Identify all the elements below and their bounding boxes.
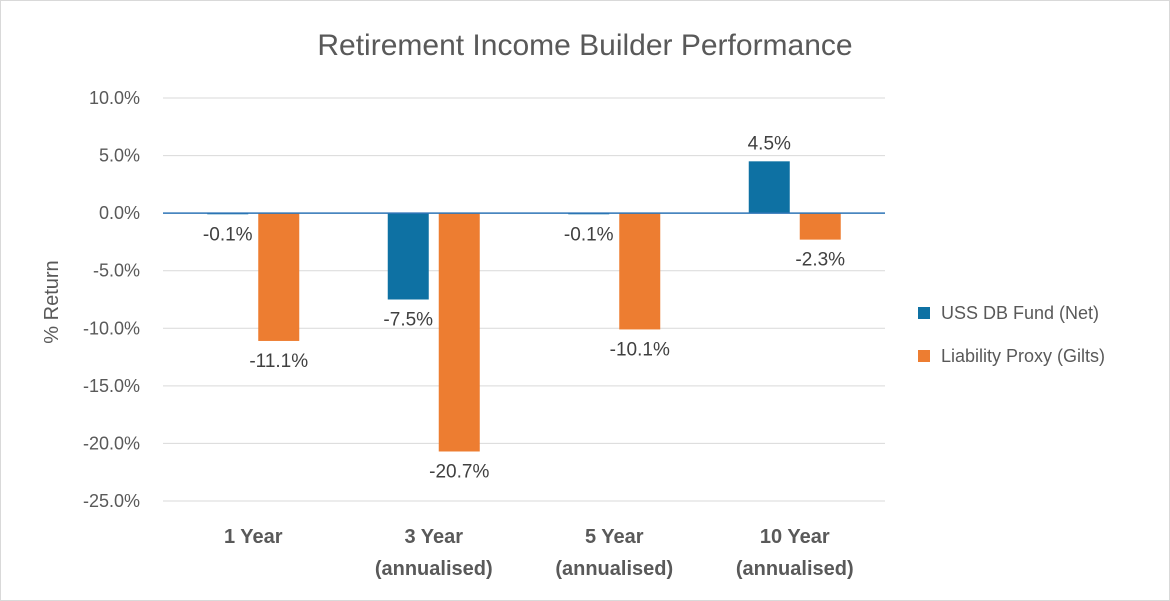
y-tick-label: -20.0%	[83, 433, 140, 453]
y-tick-label: -10.0%	[83, 318, 140, 338]
y-tick-label: 0.0%	[99, 203, 140, 223]
legend-label: USS DB Fund (Net)	[941, 303, 1099, 323]
bars	[207, 161, 841, 452]
bar-liability-proxy	[258, 213, 300, 341]
bar-liability-proxy	[438, 213, 480, 452]
data-labels: -0.1% -7.5% -0.1% 4.5% -11.1% -20.7% -10.1% -2.…	[203, 133, 845, 482]
y-tick-label: 5.0%	[99, 146, 140, 166]
gridlines: 10.0% 5.0% 0.0% -5.0% -10.0% -15.0% -20.0% -25.…	[83, 88, 885, 511]
data-label: -10.1%	[610, 339, 670, 360]
y-axis-label: % Return	[41, 260, 63, 343]
legend-swatch	[918, 350, 930, 362]
y-tick-label: -25.0%	[83, 491, 140, 511]
bar-uss-db-fund	[748, 161, 790, 214]
x-tick-label: 1 Year	[224, 526, 283, 548]
chart-title: Retirement Income Builder Performance	[317, 29, 852, 62]
legend: USS DB Fund (Net) Liability Proxy (Gilts)	[918, 303, 1105, 366]
x-axis-ticks: 1 Year 3 Year (annualised) 5 Year (annualise…	[224, 526, 854, 580]
x-tick-label: 3 Year (annualised)	[375, 526, 493, 580]
y-tick-label: -5.0%	[93, 261, 140, 281]
x-tick-label: 5 Year (annualised)	[555, 526, 673, 580]
bar-liability-proxy	[799, 213, 841, 240]
data-label: -20.7%	[429, 461, 489, 482]
data-label: -0.1%	[203, 224, 253, 245]
bar-liability-proxy	[619, 213, 661, 330]
legend-label: Liability Proxy (Gilts)	[941, 346, 1105, 366]
data-label: 4.5%	[748, 133, 791, 154]
data-label: -7.5%	[383, 310, 433, 331]
data-label: -11.1%	[249, 351, 308, 372]
legend-swatch	[918, 307, 930, 319]
y-tick-label: -15.0%	[83, 376, 140, 396]
data-label: -0.1%	[564, 224, 614, 245]
data-label: -2.3%	[795, 250, 845, 271]
x-tick-label: 10 Year (annualised)	[736, 526, 854, 580]
y-tick-label: 10.0%	[89, 88, 140, 108]
bar-uss-db-fund	[387, 213, 429, 300]
